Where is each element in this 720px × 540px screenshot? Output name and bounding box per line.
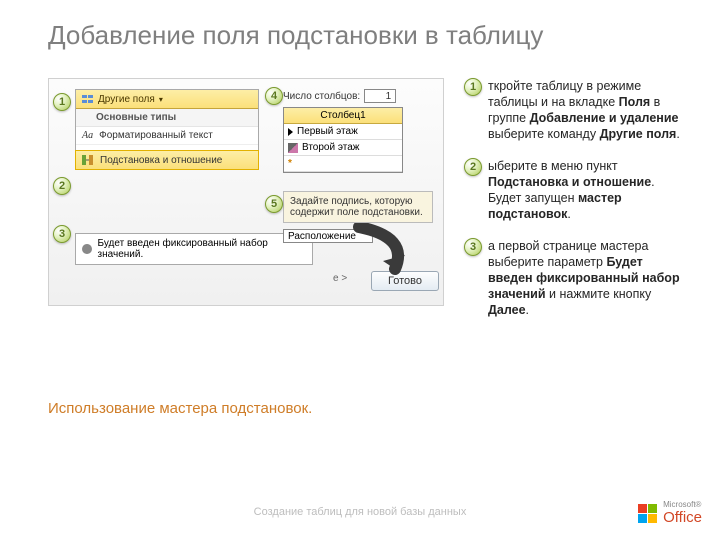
callout-1: 1 [53, 93, 71, 111]
step-3: 3 а первой странице мастера выберите пар… [466, 238, 688, 318]
callout-2: 2 [53, 177, 71, 195]
ribbon-dropdown: Другие поля ▾ Основные типы Aa Форматиро… [75, 89, 259, 170]
step-number: 1 [464, 78, 482, 96]
columns-count-input[interactable]: 1 [364, 89, 396, 103]
table-row-new[interactable] [284, 156, 402, 172]
caption-prompt: Задайте подпись, которую содержит поле п… [283, 191, 433, 223]
done-button[interactable]: Готово [371, 271, 439, 291]
sub-caption: Использование мастера подстановок. [48, 400, 312, 417]
table-row[interactable]: Первый этаж [284, 124, 402, 140]
step-text: а первой странице мастера выберите парам… [488, 239, 680, 317]
step-number: 2 [464, 158, 482, 176]
microsoft-squares-icon [638, 504, 657, 523]
ribbon-category: Основные типы [76, 109, 258, 127]
logo-ms: Microsoft® [663, 501, 702, 509]
ribbon-item-label: Подстановка и отношение [100, 155, 222, 166]
ribbon-item-formatted-text[interactable]: Aa Форматированный текст [76, 127, 258, 145]
caption-input-row: Расположение [283, 229, 373, 243]
columns-panel: Число столбцов: 1 Столбец1 Первый этаж В… [283, 89, 433, 173]
callout-3: 3 [53, 225, 71, 243]
pager-indicator: е > [333, 273, 347, 284]
office-logo: Microsoft® Office [638, 501, 702, 526]
text-format-icon: Aa [82, 130, 93, 141]
ribbon-item-lookup[interactable]: Подстановка и отношение [75, 150, 259, 170]
current-row-icon [288, 128, 293, 136]
instruction-figure: Другие поля ▾ Основные типы Aa Форматиро… [48, 78, 444, 306]
radio-icon [82, 244, 92, 254]
caption-field-input[interactable]: Расположение [283, 229, 373, 243]
fields-icon [82, 93, 94, 105]
callout-4: 4 [265, 87, 283, 105]
column-header[interactable]: Столбец1 [284, 108, 402, 124]
ribbon-header-other-fields[interactable]: Другие поля ▾ [76, 90, 258, 109]
logo-office: Office [663, 509, 702, 526]
step-text: ыберите в меню пункт Подстановка и отнош… [488, 159, 655, 221]
ribbon-item-label: Форматированный текст [99, 130, 213, 141]
option-fixed-values[interactable]: Будет введен фиксированный набор значени… [75, 233, 313, 265]
edit-icon [288, 143, 298, 153]
step-number: 3 [464, 238, 482, 256]
lookup-icon [82, 154, 94, 166]
table-row[interactable]: Второй этаж [284, 140, 402, 156]
chevron-down-icon: ▾ [159, 95, 163, 104]
step-2: 2 ыберите в меню пункт Подстановка и отн… [466, 158, 688, 222]
columns-grid: Столбец1 Первый этаж Второй этаж [283, 107, 403, 173]
option-label: Будет введен фиксированный набор значени… [98, 238, 306, 260]
footer-text: Создание таблиц для новой базы данных [0, 506, 720, 518]
step-1: 1 ткройте таблицу в режиме таблицы и на … [466, 78, 688, 142]
step-text: ткройте таблицу в режиме таблицы и на вк… [488, 79, 680, 141]
steps-column: 1 ткройте таблицу в режиме таблицы и на … [466, 78, 688, 334]
cell-value: Второй этаж [302, 142, 359, 153]
ribbon-header-label: Другие поля [98, 94, 155, 105]
cell-value: Первый этаж [297, 126, 358, 137]
columns-count-label: Число столбцов: [283, 91, 360, 102]
page-title: Добавление поля подстановки в таблицу [48, 20, 543, 51]
callout-5: 5 [265, 195, 283, 213]
